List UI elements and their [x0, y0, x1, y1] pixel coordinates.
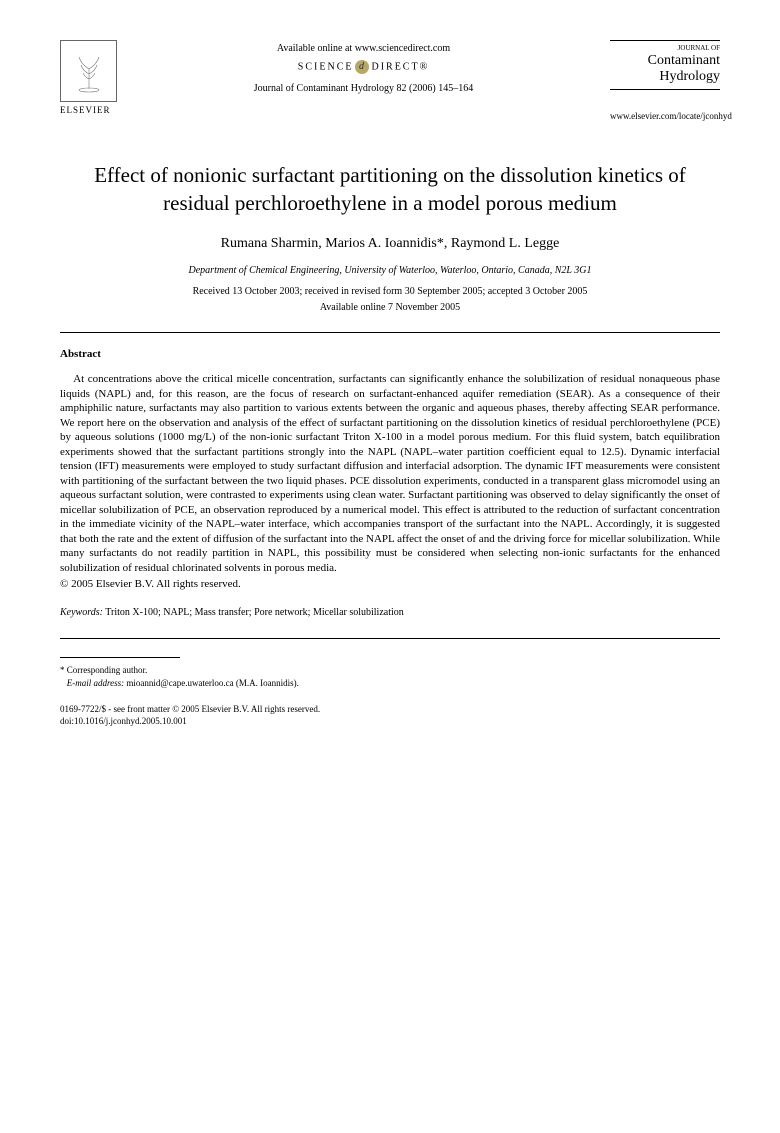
sd-right: DIRECT® — [371, 61, 429, 72]
received-dates: Received 13 October 2003; received in re… — [60, 285, 720, 299]
rule-top — [60, 332, 720, 333]
footnote-rule — [60, 657, 180, 658]
article-title: Effect of nonionic surfactant partitioni… — [80, 162, 700, 217]
footer-line-1: 0169-7722/$ - see front matter © 2005 El… — [60, 703, 720, 715]
journal-link: www.elsevier.com/locate/jconhyd — [610, 110, 720, 122]
journal-box-label: JOURNAL OF — [610, 44, 720, 53]
journal-name-2: Hydrology — [610, 69, 720, 84]
sd-left: SCIENCE — [298, 61, 354, 72]
keywords-text: Triton X-100; NAPL; Mass transfer; Pore … — [103, 607, 404, 618]
email-label: E-mail address: — [67, 678, 124, 688]
footer-line-2: doi:10.1016/j.jconhyd.2005.10.001 — [60, 715, 720, 727]
abstract-body: At concentrations above the critical mic… — [60, 372, 720, 575]
email-address: mioannid@cape.uwaterloo.ca (M.A. Ioannid… — [124, 678, 299, 688]
keywords-label: Keywords: — [60, 607, 103, 618]
elsevier-tree-icon — [60, 40, 117, 102]
journal-box: JOURNAL OF Contaminant Hydrology www.els… — [610, 40, 720, 122]
publisher-name: ELSEVIER — [60, 104, 117, 116]
page-header: ELSEVIER Available online at www.science… — [60, 40, 720, 122]
science-direct-logo: SCIENCEdDIRECT® — [117, 60, 610, 74]
rule-bottom — [60, 638, 720, 639]
sd-circle-icon: d — [355, 60, 369, 74]
footer: 0169-7722/$ - see front matter © 2005 El… — [60, 703, 720, 727]
online-date: Available online 7 November 2005 — [60, 301, 720, 315]
corresponding-author: * Corresponding author. — [60, 664, 720, 676]
available-online-text: Available online at www.sciencedirect.co… — [117, 42, 610, 56]
journal-name-1: Contaminant — [610, 53, 720, 68]
abstract-heading: Abstract — [60, 347, 720, 362]
affiliation: Department of Chemical Engineering, Univ… — [60, 264, 720, 278]
email-line: E-mail address: mioannid@cape.uwaterloo.… — [60, 677, 720, 689]
abstract-copyright: © 2005 Elsevier B.V. All rights reserved… — [60, 577, 720, 592]
center-header: Available online at www.sciencedirect.co… — [117, 40, 610, 95]
journal-reference: Journal of Contaminant Hydrology 82 (200… — [117, 82, 610, 96]
authors-line: Rumana Sharmin, Marios A. Ioannidis*, Ra… — [60, 235, 720, 254]
publisher-block: ELSEVIER — [60, 40, 117, 116]
keywords-line: Keywords: Triton X-100; NAPL; Mass trans… — [60, 606, 720, 620]
